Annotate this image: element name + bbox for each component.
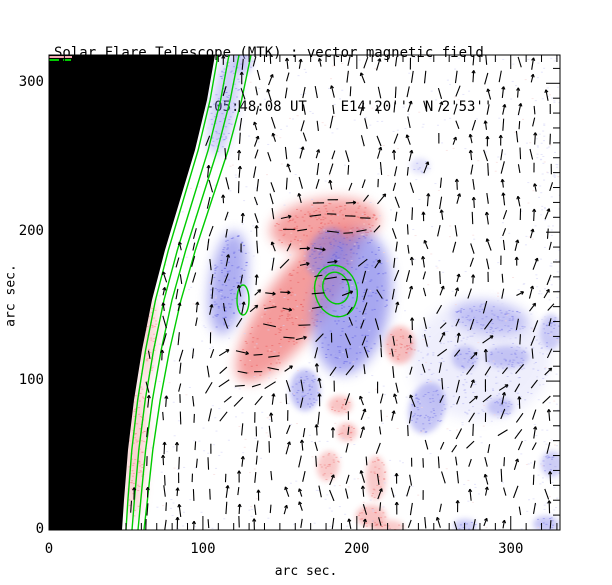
y-tick-label: 200 (18, 223, 44, 240)
y-axis-label: arc sec. (3, 264, 19, 327)
legend-mark (49, 59, 59, 61)
x-tick-label: 100 (190, 541, 216, 557)
y-tick-label: 100 (18, 372, 44, 389)
x-tick-label: 0 (44, 541, 54, 557)
legend-mark (63, 59, 71, 61)
y-tick-label: 0 (35, 521, 44, 537)
legend-mark (49, 56, 72, 58)
x-axis-label: arc sec. (274, 564, 338, 579)
x-tick-label: 200 (344, 541, 370, 557)
y-tick-label: 300 (18, 74, 44, 91)
x-tick-label: 300 (498, 541, 524, 557)
